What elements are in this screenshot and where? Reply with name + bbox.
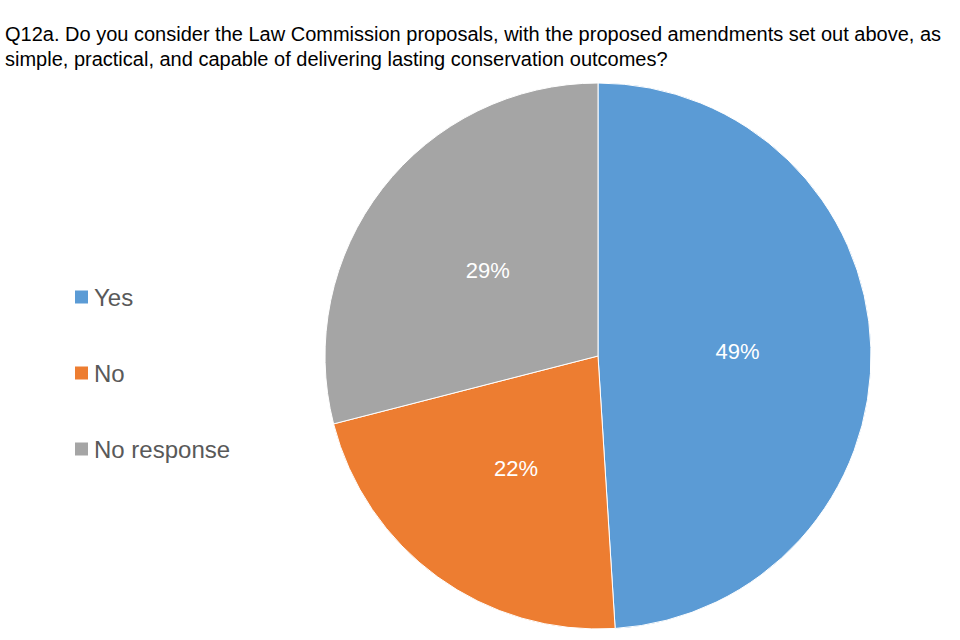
svg-text:No: No xyxy=(94,360,125,387)
svg-text:49%: 49% xyxy=(715,339,759,364)
svg-text:29%: 29% xyxy=(466,258,510,283)
svg-text:Q12a. Do you consider the Law: Q12a. Do you consider the Law Commission… xyxy=(5,23,947,45)
svg-text:No response: No response xyxy=(94,436,230,463)
svg-text:22%: 22% xyxy=(494,456,538,481)
svg-text:simple, practical, and capable: simple, practical, and capable of delive… xyxy=(5,48,668,70)
svg-text:Yes: Yes xyxy=(94,284,133,311)
